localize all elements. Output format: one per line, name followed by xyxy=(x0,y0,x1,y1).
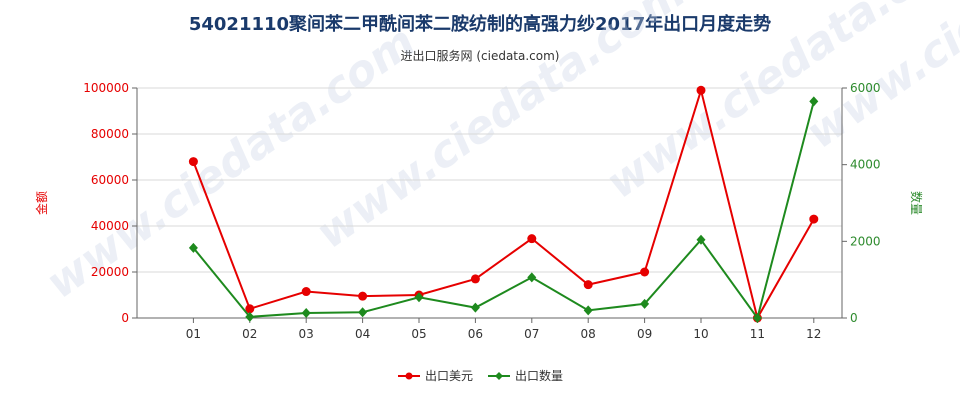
x-tick-label: 02 xyxy=(242,327,257,341)
y-left-tick-label: 40000 xyxy=(91,219,129,233)
y-right-tick-label: 2000 xyxy=(850,234,881,248)
data-point-2 xyxy=(696,234,706,245)
data-point-2 xyxy=(245,311,255,322)
y-axis-left-label: 金额 xyxy=(34,191,49,215)
data-point-1 xyxy=(640,267,650,277)
data-point-1 xyxy=(358,291,368,301)
data-point-1 xyxy=(583,280,593,290)
y-axis-right-label: 数量 xyxy=(909,191,924,215)
chart-subtitle: 进出口服务网 (ciedata.com) xyxy=(400,49,560,63)
chart-title: 54021110聚间苯二甲酰间苯二胺纺制的高强力纱2017年出口月度走势 xyxy=(188,14,772,35)
data-point-2 xyxy=(358,307,368,318)
data-point-1 xyxy=(527,234,537,244)
legend-marker-2 xyxy=(495,372,503,380)
x-tick-label: 11 xyxy=(750,327,765,341)
legend-label-2: 出口数量 xyxy=(515,368,563,383)
series-line-2 xyxy=(192,101,815,321)
data-point-2 xyxy=(301,308,311,319)
x-tick-label: 12 xyxy=(806,327,821,341)
data-point-2 xyxy=(470,302,480,313)
x-tick-label: 05 xyxy=(411,327,426,341)
x-tick-label: 09 xyxy=(637,327,652,341)
y-left-tick-label: 20000 xyxy=(91,265,129,279)
legend-label-1: 出口美元 xyxy=(425,369,473,383)
x-tick-label: 01 xyxy=(186,327,201,341)
data-point-1 xyxy=(188,157,198,167)
x-tick-label: 08 xyxy=(581,327,596,341)
data-point-1 xyxy=(301,287,311,297)
y-right-tick-label: 4000 xyxy=(850,158,881,172)
x-tick-label: 10 xyxy=(693,327,708,341)
y-left-tick-label: 80000 xyxy=(91,127,129,141)
legend-marker-1 xyxy=(405,372,413,380)
data-point-2 xyxy=(188,242,198,253)
legend: 出口美元 出口数量 xyxy=(398,368,563,383)
data-point-1 xyxy=(245,304,255,314)
data-point-2 xyxy=(752,313,762,323)
y-left-tick-label: 0 xyxy=(121,311,129,325)
data-point-1 xyxy=(696,85,706,95)
data-point-2 xyxy=(527,272,537,283)
series-layer xyxy=(188,85,819,323)
data-point-2 xyxy=(640,298,650,309)
y-left-tick-label: 60000 xyxy=(91,173,129,187)
x-tick-label: 07 xyxy=(524,327,539,341)
data-point-2 xyxy=(583,305,593,316)
y-left-tick-label: 100000 xyxy=(83,81,129,95)
y-right-tick-label: 6000 xyxy=(850,81,881,95)
y-right-tick-label: 0 xyxy=(850,311,858,325)
x-tick-label: 04 xyxy=(355,327,370,341)
x-tick-label: 06 xyxy=(468,327,483,341)
data-point-1 xyxy=(470,274,480,284)
data-point-2 xyxy=(414,292,424,303)
series-line-1 xyxy=(192,86,815,321)
x-tick-label: 03 xyxy=(299,327,314,341)
axes: 0 20000 40000 60000 80000 100000 0 2000 4000 6000… xyxy=(34,81,924,341)
data-point-1 xyxy=(809,214,819,224)
data-point-2 xyxy=(809,96,819,107)
